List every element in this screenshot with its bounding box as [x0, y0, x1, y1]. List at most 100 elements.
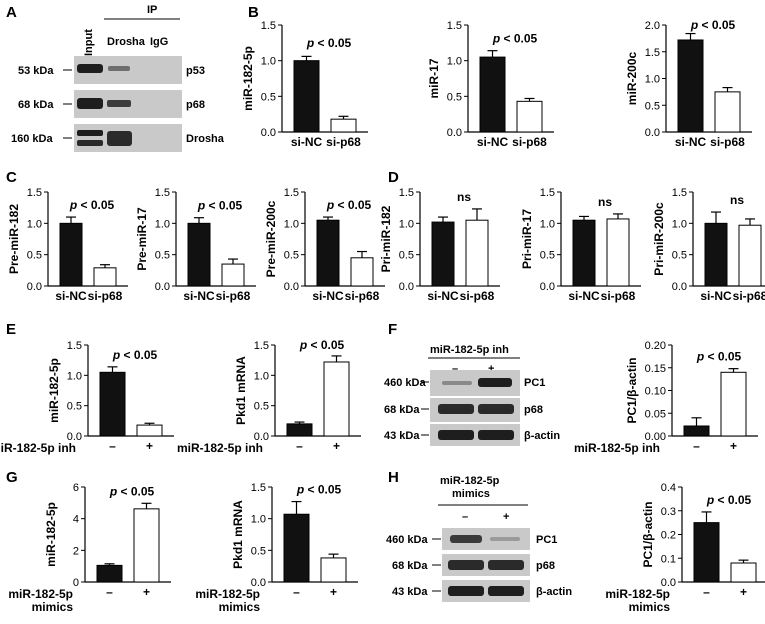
y-tick-label: 0.0	[645, 127, 660, 139]
y-axis-label: Pkd1 mRNA	[231, 500, 245, 569]
band-p68-input	[77, 98, 103, 109]
x-axis-label: miR-182-5p	[195, 587, 260, 601]
blot-h-strip-p68	[442, 554, 530, 576]
chart-d1: 0.0 0.5 1.0 1.5 Pri-miR-182 si-NC si-p68 ns	[379, 187, 500, 303]
y-tick-label: 0.0	[251, 577, 266, 589]
y-tick-label: 1.5	[155, 187, 170, 199]
bar-control	[187, 222, 211, 287]
protein-label-p68: p68	[186, 99, 205, 111]
band-h-p68-plus	[488, 560, 524, 570]
category-label: +	[330, 585, 337, 599]
y-tick-label: 0.0	[254, 431, 269, 443]
blot-f-protein-pc1: PC1	[524, 377, 545, 389]
category-label: si-NC	[477, 135, 509, 149]
y-tick-label: 1.5	[399, 187, 414, 199]
y-tick-label: 0.5	[672, 250, 687, 262]
category-label: +	[146, 439, 153, 453]
category-label: –	[703, 585, 710, 599]
blot-f-lane-minus: –	[452, 363, 458, 375]
category-label: si-NC	[427, 289, 459, 303]
bar-treatment	[221, 263, 245, 287]
panel-letter-h: H	[388, 469, 399, 486]
chart-f1: 0.00 0.05 0.10 0.15 0.20 PC1/β-actin – + p < 0.0…	[574, 340, 758, 455]
category-label: si-NC	[291, 135, 323, 149]
y-tick-label: 1.5	[67, 340, 82, 352]
blot-f-marker-43: 43 kDa	[384, 430, 420, 442]
blot-h: miR-182-5p mimics – + 460 kDa 68 kDa 43 …	[386, 475, 572, 602]
y-axis-label: miR-182-5p	[241, 46, 255, 111]
band-f-p68-plus	[478, 404, 514, 414]
category-label: +	[740, 585, 747, 599]
y-tick-label: 0.5	[67, 401, 82, 413]
panel-letter-b: B	[248, 4, 259, 21]
blot-h-marker-43: 43 kDa	[392, 586, 428, 598]
panel-letter-g: G	[6, 469, 18, 486]
category-label: +	[143, 585, 150, 599]
chart-b1: 0.0 0.5 1.0 1.5 miR-182-5p si-NC si-p68 p < 0.0…	[241, 20, 368, 149]
y-tick-label: 1.0	[645, 74, 660, 86]
protein-label-drosha: Drosha	[186, 133, 225, 145]
y-tick-label: 0.0	[672, 281, 687, 293]
lane-label-igg: IgG	[150, 36, 168, 48]
marker-160kda: 160 kDa	[11, 133, 53, 145]
chart-e1: 0.0 0.5 1.0 1.5 miR-182-5p – + p < 0.05 miR-182-…	[0, 340, 174, 455]
category-label: si-p68	[733, 289, 765, 303]
blot-h-protein-bactin: β-actin	[536, 586, 572, 598]
bar-control	[96, 564, 123, 583]
y-tick-label: 1.0	[254, 370, 269, 382]
bar-treatment	[730, 562, 757, 583]
y-axis-label: miR-17	[427, 58, 441, 98]
y-tick-label: 1.5	[261, 20, 276, 32]
y-axis-label: miR-200c	[625, 52, 639, 106]
y-tick-label: 0	[73, 577, 79, 589]
y-axis-label: Pre-miR-200c	[264, 200, 278, 277]
category-label: si-NC	[55, 289, 87, 303]
y-tick-label: 0.5	[261, 91, 276, 103]
significance-annotation: ns	[457, 190, 471, 204]
y-tick-label: 0.0	[155, 281, 170, 293]
category-label: si-p68	[216, 289, 251, 303]
chart-c2: 0.0 0.5 1.0 1.5 Pre-miR-17 si-NC si-p68 p < 0.0…	[135, 187, 256, 303]
bar-control	[99, 371, 126, 437]
y-tick-label: 2	[73, 545, 79, 557]
band-drosha-input-upper	[77, 130, 103, 136]
x-axis-label: miR-182-5p	[605, 587, 670, 601]
blot-h-protein-pc1: PC1	[536, 534, 557, 546]
band-f-bactin-minus	[438, 430, 474, 440]
blot-h-header-line2: mimics	[452, 488, 490, 500]
x-axis-label: miR-182-5p inh	[574, 441, 660, 455]
y-tick-label: 0.0	[447, 127, 462, 139]
bar-control	[286, 423, 313, 437]
y-axis-label: Pri-miR-17	[520, 209, 534, 269]
y-tick-label: 0.5	[447, 91, 462, 103]
bar-treatment	[350, 257, 374, 287]
y-tick-label: 1.0	[67, 370, 82, 382]
y-tick-label: 1.0	[447, 56, 462, 68]
significance-annotation: p < 0.05	[109, 484, 155, 498]
blot-h-lane-minus: –	[462, 511, 468, 523]
significance-annotation: p < 0.05	[326, 198, 372, 212]
y-axis-label: Pri-miR-182	[379, 205, 393, 272]
bar-control	[316, 219, 340, 287]
category-label: si-p68	[326, 135, 361, 149]
bar-treatment	[93, 267, 117, 287]
y-tick-label: 1.0	[27, 218, 42, 230]
band-f-bactin-plus	[478, 430, 514, 440]
y-axis-label: PC1/β-actin	[625, 357, 639, 423]
blot-f-protein-bactin: β-actin	[524, 430, 560, 442]
significance-annotation: p < 0.05	[492, 32, 538, 46]
bar-control	[479, 56, 506, 133]
y-axis-label: miR-182-5p	[44, 502, 58, 567]
bar-control	[283, 513, 310, 583]
marker-68kda: 68 kDa	[18, 99, 54, 111]
significance-annotation: p < 0.05	[690, 18, 736, 32]
band-h-p68-minus	[448, 560, 484, 570]
band-h-pc1-plus	[490, 537, 520, 541]
y-tick-label: 0.10	[645, 386, 666, 398]
band-h-bactin-minus	[448, 586, 484, 596]
blot-h-header-line1: miR-182-5p	[440, 475, 500, 487]
y-axis-label: Pkd1 mRNA	[234, 356, 248, 425]
panel-letter-d: D	[388, 169, 399, 186]
y-tick-label: 1.0	[540, 218, 555, 230]
